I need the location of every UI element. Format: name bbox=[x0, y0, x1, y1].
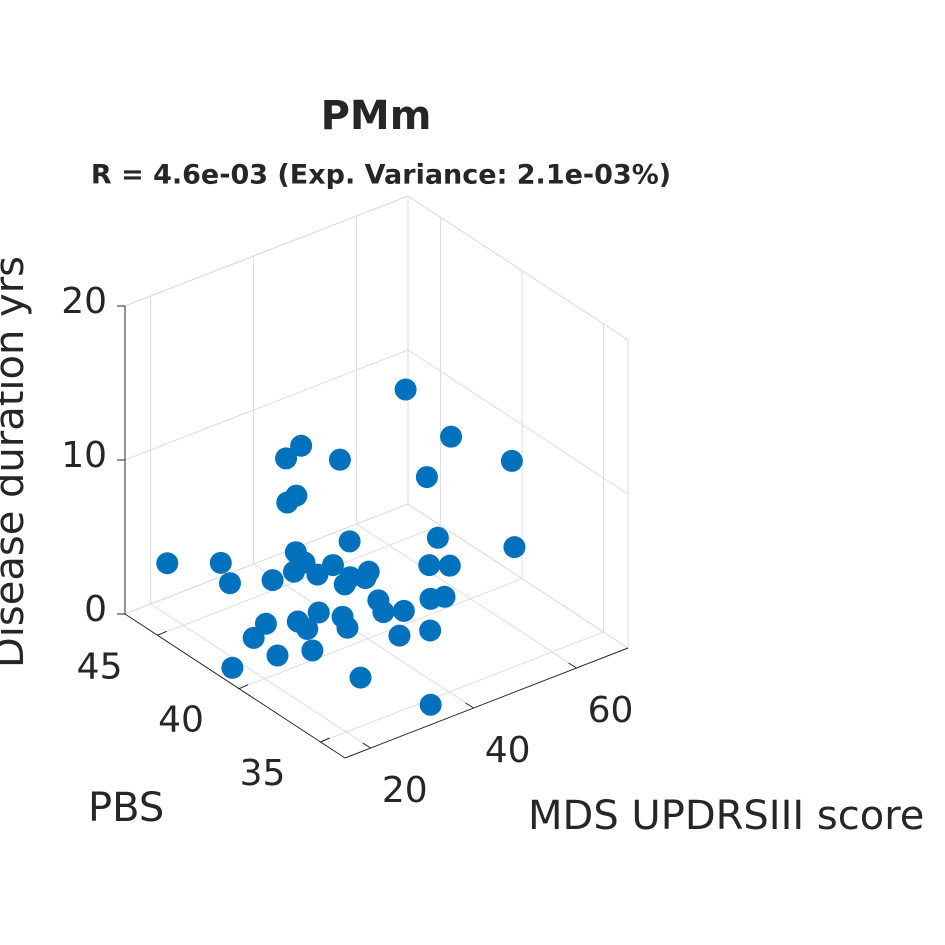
tick-mark bbox=[362, 742, 371, 749]
point bbox=[328, 448, 351, 471]
y-tick-label: 45 bbox=[77, 646, 123, 687]
grid-line bbox=[356, 523, 577, 669]
point bbox=[321, 554, 344, 577]
point bbox=[372, 601, 395, 624]
point bbox=[338, 530, 361, 553]
grid-line bbox=[320, 631, 604, 743]
point bbox=[301, 639, 324, 662]
tick-mark bbox=[320, 737, 330, 743]
point bbox=[433, 585, 456, 608]
chart-title: PMm bbox=[321, 93, 432, 139]
tick-mark bbox=[568, 662, 577, 669]
tick-mark bbox=[157, 630, 167, 636]
point bbox=[349, 666, 372, 689]
point bbox=[242, 626, 265, 649]
grid-line bbox=[407, 503, 629, 649]
tick-mark bbox=[238, 684, 249, 690]
grid-line bbox=[407, 349, 629, 495]
point bbox=[419, 693, 442, 716]
y-tick-label: 40 bbox=[158, 700, 204, 741]
tick-mark bbox=[465, 702, 474, 709]
point bbox=[419, 619, 442, 642]
x-tick-label: 60 bbox=[588, 690, 634, 731]
point bbox=[415, 466, 438, 489]
point bbox=[331, 605, 354, 628]
point bbox=[218, 572, 241, 595]
point bbox=[290, 434, 313, 457]
point bbox=[282, 560, 305, 583]
point bbox=[438, 554, 461, 577]
point bbox=[266, 644, 289, 667]
point bbox=[354, 567, 377, 590]
chart-subtitle: R = 4.6e-03 (Exp. Variance: 2.1e-03%) bbox=[91, 160, 671, 191]
grid-line bbox=[150, 603, 372, 749]
point bbox=[418, 554, 441, 577]
y-axis-label: PBS bbox=[88, 785, 164, 831]
point bbox=[276, 491, 299, 514]
z-tick-label: 0 bbox=[84, 589, 107, 630]
point bbox=[394, 378, 417, 401]
x-tick-label: 20 bbox=[382, 770, 428, 811]
z-tick-label: 10 bbox=[61, 435, 107, 476]
grid-line bbox=[253, 563, 474, 709]
y-axis bbox=[124, 613, 346, 759]
point bbox=[156, 552, 179, 575]
point bbox=[307, 601, 330, 624]
point bbox=[221, 656, 244, 679]
point bbox=[500, 449, 523, 472]
point bbox=[503, 536, 526, 559]
point bbox=[261, 569, 284, 592]
x-axis bbox=[344, 647, 629, 759]
point bbox=[440, 425, 463, 448]
x-tick-label: 40 bbox=[485, 730, 531, 771]
point bbox=[388, 624, 411, 647]
point bbox=[296, 617, 319, 640]
grid-line bbox=[124, 503, 409, 615]
point bbox=[426, 526, 449, 549]
grid-line bbox=[238, 578, 523, 690]
point bbox=[275, 447, 298, 470]
grid-line bbox=[124, 349, 409, 461]
point bbox=[209, 551, 232, 574]
x-axis-label: MDS UPDRSIII score bbox=[528, 793, 924, 839]
y-tick-label: 35 bbox=[240, 753, 286, 794]
point bbox=[392, 599, 415, 622]
grid-line bbox=[407, 195, 629, 341]
grid-line bbox=[124, 195, 409, 307]
z-axis-label: Disease duration yrs bbox=[0, 256, 33, 668]
z-tick-label: 20 bbox=[61, 281, 107, 322]
